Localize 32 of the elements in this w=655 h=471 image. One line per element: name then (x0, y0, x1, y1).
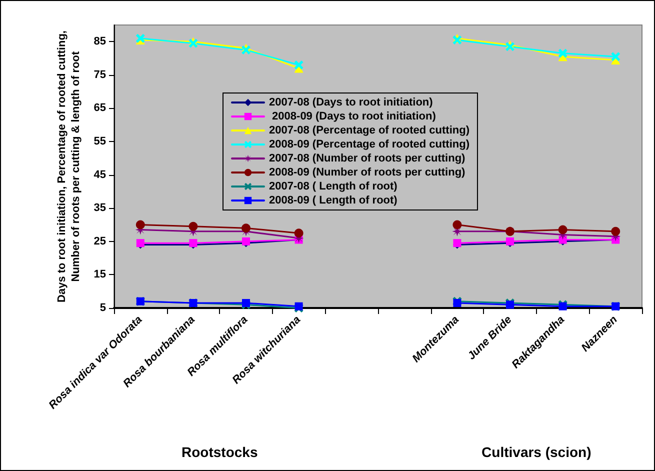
point (452, 220, 462, 230)
point (611, 52, 620, 62)
legend-label: 2007-08 (Number of roots per cutting) (269, 152, 466, 164)
point (188, 222, 198, 231)
y-tick-label: 35 (94, 202, 106, 214)
y-tick-label: 5 (100, 302, 106, 314)
legend-label: 2007-08 ( Length of root) (269, 180, 398, 192)
point (242, 224, 250, 233)
legend-label: 2007-08 (Days to root initiation) (269, 96, 434, 108)
y-tick-label: 25 (94, 235, 106, 248)
y-tick-label: 55 (94, 136, 106, 148)
legend-label: 2007-08 (Percentage of rooted cutting) (269, 124, 470, 136)
point (558, 48, 568, 58)
point (136, 220, 145, 230)
point (294, 60, 304, 70)
y-tick-label: 75 (94, 68, 106, 81)
y-tick-label: 15 (94, 268, 106, 281)
y-tick-label: 45 (94, 168, 106, 181)
point (558, 225, 568, 234)
y-tick-label: 85 (94, 36, 106, 48)
point (611, 226, 620, 236)
legend-label: 2008-09 (Days to root initiation) (269, 110, 436, 122)
text: Rootstocks (181, 444, 258, 460)
y-tick-label: 65 (94, 102, 106, 114)
point (453, 299, 462, 308)
legend-label: 2008-09 (Percentage of rooted cutting) (269, 138, 470, 150)
text: Cultivars (scion) (482, 444, 592, 460)
legend-label: 2008-09 (Number of roots per cutting) (269, 166, 466, 178)
point (452, 226, 462, 236)
legend-label: 2008-09 ( Length of root) (269, 194, 398, 206)
y-axis-title: Days to root initiation, Percentage of rooted cutting, Number of roots per cutting & length of root (56, 30, 82, 302)
point (294, 228, 304, 238)
